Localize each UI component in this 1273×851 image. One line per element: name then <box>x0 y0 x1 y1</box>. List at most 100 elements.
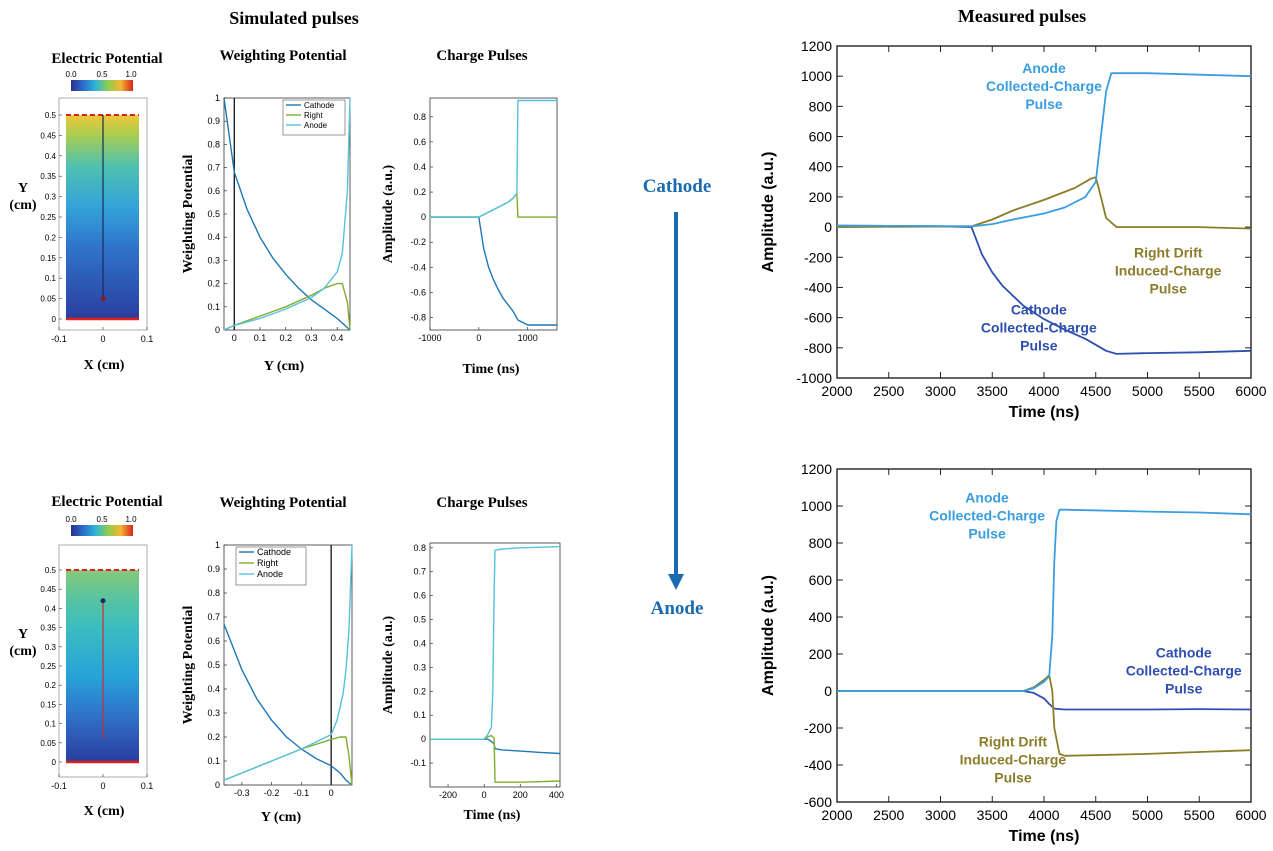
x-tick-label: 5000 <box>1132 807 1163 823</box>
y-tick-label: 0.35 <box>40 624 56 633</box>
x-tick-label: 2000 <box>821 383 852 399</box>
measured-ylabel: Amplitude (a.u.) <box>760 575 777 696</box>
pulse-annotation: Collected-Charge <box>1126 663 1242 679</box>
y-tick-label: 0.8 <box>413 112 426 122</box>
x-tick-label: -0.2 <box>264 788 280 798</box>
x-tick-label: 0.4 <box>331 333 344 343</box>
x-tick-label: 0 <box>100 781 105 791</box>
measured-pulses-chart-bottom: 2000 2500 3000 3500 4000 4500 5000 5500 6000-600… <box>760 461 1267 845</box>
y-tick-label: 400 <box>809 609 833 625</box>
plot-frame <box>223 97 351 331</box>
x-tick-label: 2500 <box>873 807 904 823</box>
x-tick-label: 0.1 <box>254 333 267 343</box>
potential-ylabel: Y <box>18 181 28 196</box>
x-tick-label: 3000 <box>925 383 956 399</box>
y-tick-label: 0.4 <box>207 684 220 694</box>
pulse-annotation: Anode <box>965 489 1009 505</box>
charge-title: Charge Pulses <box>436 48 527 64</box>
x-tick-label: 0 <box>482 790 487 800</box>
measured-xlabel: Time (ns) <box>1009 404 1080 421</box>
potential-title: Electric Potential <box>51 51 162 67</box>
y-tick-label: 0.2 <box>207 279 220 289</box>
y-tick-label: -800 <box>804 340 832 356</box>
y-tick-label: 0.8 <box>207 588 220 598</box>
x-tick-label: -0.3 <box>234 788 250 798</box>
y-tick-label: 0.7 <box>207 163 220 173</box>
x-tick-label: -1000 <box>418 333 441 343</box>
potential-colorbar <box>71 525 133 536</box>
series-line-cathode <box>430 216 557 326</box>
pulse-annotation: Induced-Charge <box>1115 262 1222 278</box>
y-tick-label: 0 <box>421 734 426 744</box>
colorbar-tick: 1.0 <box>125 70 137 79</box>
legend-box <box>282 99 346 136</box>
y-tick-label: 0.9 <box>207 564 220 574</box>
y-tick-label: 0.1 <box>207 302 220 312</box>
pulse-annotation: Anode <box>1022 60 1066 76</box>
weighting-ylabel: Weighting Potential <box>181 606 196 725</box>
pulse-annotation: Right Drift <box>1134 244 1203 260</box>
arrow-end-label: Anode <box>651 598 704 619</box>
x-tick-label: 4000 <box>1028 807 1059 823</box>
charge-ylabel: Amplitude (a.u.) <box>381 164 396 263</box>
y-tick-label: 0.2 <box>413 187 426 197</box>
pulse-annotation: Pulse <box>994 770 1032 786</box>
y-tick-label: 0.1 <box>207 756 220 766</box>
x-tick-label: 3000 <box>925 807 956 823</box>
x-tick-label: -0.1 <box>294 788 310 798</box>
y-tick-label: 0 <box>52 758 57 767</box>
colorbar-tick: 0.5 <box>96 70 108 79</box>
measured-pulses-chart-top: 2000 2500 3000 3500 4000 4500 5000 5500 6000-100… <box>760 38 1267 421</box>
y-tick-label: 0.3 <box>207 708 220 718</box>
x-tick-label: 6000 <box>1235 807 1266 823</box>
y-tick-label: 0.4 <box>207 232 220 242</box>
y-tick-label: 0.3 <box>413 662 426 672</box>
series-line-anode <box>223 544 353 781</box>
y-tick-label: 0 <box>52 315 57 324</box>
weighting-ylabel: Weighting Potential <box>181 155 196 274</box>
y-tick-label: 0.5 <box>207 660 220 670</box>
x-tick-label: -200 <box>439 790 457 800</box>
y-tick-label: 0.4 <box>45 604 57 613</box>
x-tick-label: 4000 <box>1028 383 1059 399</box>
y-tick-label: 800 <box>809 98 833 114</box>
x-tick-label: 1000 <box>518 333 538 343</box>
y-tick-label: -0.4 <box>410 262 426 272</box>
y-tick-label: 0.4 <box>45 152 57 161</box>
y-tick-label: 0.2 <box>413 686 426 696</box>
pulse-annotation: Cathode <box>1156 645 1212 661</box>
y-tick-label: 600 <box>809 572 833 588</box>
pulse-annotation: Collected-Charge <box>929 507 1045 523</box>
y-tick-label: 0.6 <box>413 137 426 147</box>
potential-xlabel: X (cm) <box>84 804 125 819</box>
x-tick-label: 3500 <box>977 383 1008 399</box>
series-line-cathode <box>836 224 1252 355</box>
y-tick-label: 0.3 <box>45 193 57 202</box>
y-tick-label: 1200 <box>801 38 832 54</box>
x-tick-label: 4500 <box>1080 807 1111 823</box>
y-tick-label: 0.45 <box>40 131 56 140</box>
charge-title: Charge Pulses <box>436 495 527 511</box>
legend-label: Anode <box>257 569 283 579</box>
y-tick-label: 0.5 <box>413 615 426 625</box>
weighting-potential-chart: 0 0.1 0.2 0.3 0.4 0 0.1 0.2 0.3 0.4 0.5 0.6 0.7 0.8 0.… <box>207 93 351 343</box>
potential-ylabel: Y <box>18 627 28 642</box>
y-tick-label: 200 <box>809 646 833 662</box>
y-tick-label: 0 <box>215 325 220 335</box>
y-tick-label: 0.4 <box>413 638 426 648</box>
potential-axis-ticks: 0 0.05 0.1 0.15 0.2 0.25 0.3 0.35 0.4 0.45 0.5 -0.1… <box>40 111 153 344</box>
charge-xlabel: Time (ns) <box>464 808 521 823</box>
measured-pulses-header: Measured pulses <box>958 6 1086 26</box>
y-tick-label: 1000 <box>801 498 832 514</box>
pulse-annotation: Collected-Charge <box>986 78 1102 94</box>
y-tick-label: 0.05 <box>40 739 56 748</box>
y-tick-label: 0 <box>824 683 832 699</box>
y-tick-label: 1000 <box>801 68 832 84</box>
y-tick-label: 1 <box>215 540 220 550</box>
series-line-anode <box>836 72 1252 228</box>
x-tick-label: 3500 <box>977 807 1008 823</box>
y-tick-label: 0.1 <box>413 710 426 720</box>
x-tick-label: 0 <box>329 788 334 798</box>
y-tick-label: 0.05 <box>40 295 56 304</box>
potential-xlabel: X (cm) <box>84 358 125 373</box>
